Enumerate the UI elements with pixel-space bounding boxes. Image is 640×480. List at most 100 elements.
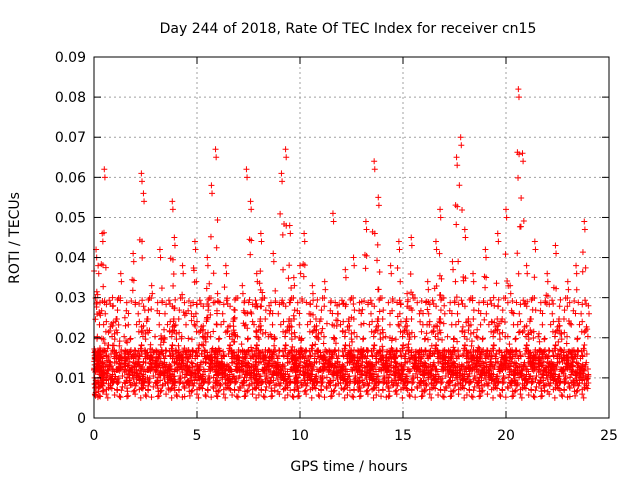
data-point xyxy=(253,270,260,277)
data-point xyxy=(481,316,488,323)
data-point xyxy=(145,307,152,314)
data-point xyxy=(289,393,296,400)
data-point xyxy=(509,297,516,304)
data-point xyxy=(329,310,336,317)
data-point xyxy=(330,377,337,384)
data-point xyxy=(450,388,457,395)
data-point xyxy=(344,392,351,399)
data-point xyxy=(241,297,248,304)
data-point xyxy=(102,348,109,355)
data-point xyxy=(512,387,519,394)
data-point xyxy=(245,335,252,342)
data-point xyxy=(342,329,349,336)
data-point xyxy=(124,362,131,369)
data-point xyxy=(437,316,444,323)
data-point xyxy=(358,362,365,369)
data-point xyxy=(161,334,168,341)
data-point xyxy=(360,335,367,342)
data-point xyxy=(291,387,298,394)
data-point xyxy=(279,348,286,355)
data-point xyxy=(524,379,531,386)
data-point xyxy=(423,298,430,305)
data-point xyxy=(480,360,487,367)
data-point xyxy=(473,333,480,340)
data-point xyxy=(500,372,507,379)
data-point xyxy=(248,310,255,317)
data-point xyxy=(214,290,221,297)
data-point xyxy=(195,394,202,401)
data-point xyxy=(513,382,520,389)
data-point xyxy=(245,382,252,389)
data-point xyxy=(261,370,268,377)
data-point xyxy=(506,341,513,348)
data-point xyxy=(421,359,428,366)
data-points xyxy=(91,86,593,401)
data-point xyxy=(328,362,335,369)
data-point xyxy=(338,297,345,304)
data-point xyxy=(538,388,545,395)
data-point xyxy=(254,379,261,386)
plot-frame xyxy=(93,56,610,419)
data-point xyxy=(561,347,568,354)
data-point xyxy=(170,282,177,289)
data-point xyxy=(322,286,329,293)
data-point xyxy=(567,320,574,327)
data-point xyxy=(187,302,194,309)
data-point xyxy=(406,359,413,366)
data-point xyxy=(571,353,578,360)
data-point xyxy=(139,254,146,261)
data-point xyxy=(91,380,98,387)
data-point xyxy=(572,310,579,317)
data-point xyxy=(331,335,338,342)
data-point xyxy=(459,323,466,330)
data-point xyxy=(191,238,198,245)
data-point xyxy=(181,385,188,392)
data-point xyxy=(254,303,261,310)
data-point xyxy=(361,251,368,258)
data-point xyxy=(257,326,264,333)
data-point xyxy=(262,387,269,394)
data-point xyxy=(103,318,110,325)
data-point xyxy=(357,362,364,369)
data-point xyxy=(147,341,154,348)
data-point xyxy=(298,335,305,342)
data-point xyxy=(367,358,374,365)
data-point xyxy=(389,297,396,304)
data-point xyxy=(189,347,196,354)
data-point xyxy=(272,287,279,294)
data-point xyxy=(505,385,512,392)
data-point xyxy=(423,382,430,389)
data-point xyxy=(212,146,219,153)
data-point xyxy=(136,300,143,307)
data-point xyxy=(396,322,403,329)
data-point xyxy=(488,362,495,369)
data-point xyxy=(476,353,483,360)
data-point xyxy=(94,291,101,298)
data-point xyxy=(353,333,360,340)
data-point xyxy=(185,335,192,342)
data-point xyxy=(158,285,165,292)
data-point xyxy=(390,354,397,361)
data-point xyxy=(116,338,123,345)
data-point xyxy=(217,382,224,389)
data-point xyxy=(280,328,287,335)
data-point xyxy=(117,270,124,277)
data-point xyxy=(138,170,145,177)
data-point xyxy=(502,333,509,340)
data-point xyxy=(373,392,380,399)
data-point xyxy=(196,342,203,349)
data-point xyxy=(214,393,221,400)
data-point xyxy=(275,347,282,354)
data-point xyxy=(239,290,246,297)
data-point xyxy=(309,342,316,349)
data-point xyxy=(376,378,383,385)
data-point xyxy=(369,386,376,393)
data-point xyxy=(443,385,450,392)
data-point xyxy=(105,354,112,361)
data-point xyxy=(321,303,328,310)
data-point xyxy=(561,387,568,394)
data-point xyxy=(243,377,250,384)
data-point xyxy=(260,393,267,400)
data-point xyxy=(409,307,416,314)
